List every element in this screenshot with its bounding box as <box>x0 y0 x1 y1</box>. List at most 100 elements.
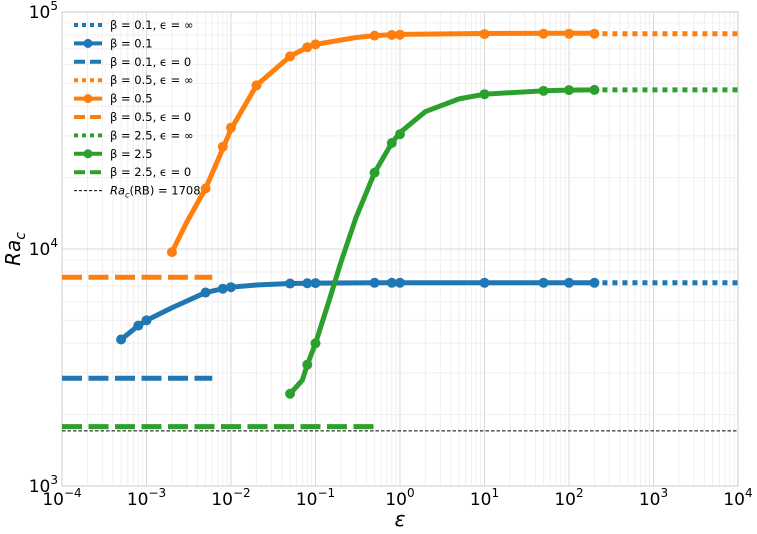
data-point <box>133 320 144 331</box>
data-point <box>369 277 380 288</box>
data-point <box>564 28 574 39</box>
legend-item-6: β = 0.5, ϵ = 0 <box>74 110 191 124</box>
data-point <box>310 39 321 50</box>
x-axis-label: ε <box>395 507 406 531</box>
data-point <box>479 277 490 288</box>
data-point <box>302 42 313 53</box>
data-point <box>369 30 380 41</box>
x-tick-label: 104 <box>723 486 752 510</box>
data-point <box>310 338 321 349</box>
data-point <box>395 277 405 288</box>
tick-base: 10 <box>639 490 661 510</box>
legend-item-3: β = 0.1, ϵ = 0 <box>74 55 191 69</box>
x-tick-label: 102 <box>554 486 583 510</box>
legend-label: β = 0.5 <box>110 92 153 106</box>
series-1 <box>62 277 738 381</box>
data-point <box>226 122 236 133</box>
y-axis-label: Rac <box>1 232 29 266</box>
legend-item-8: β = 2.5 <box>74 147 153 161</box>
series-curve <box>118 280 597 343</box>
legend-label: β = 2.5, ϵ = ∞ <box>110 128 194 142</box>
legend-label: β = 0.1 <box>110 36 153 50</box>
data-point <box>251 80 262 91</box>
legend-swatch-marker <box>83 38 93 48</box>
series-2 <box>62 28 738 280</box>
data-point <box>226 282 236 293</box>
tick-base: 10 <box>42 490 64 510</box>
x-tick-label: 10−4 <box>42 486 81 510</box>
data-point <box>564 85 574 96</box>
tick-base: 10 <box>211 490 233 510</box>
legend-item-5: β = 0.5 <box>74 92 153 106</box>
data-point <box>200 287 211 298</box>
data-point <box>386 277 397 288</box>
data-point <box>285 278 296 289</box>
tick-exponent: 4 <box>50 236 58 250</box>
data-point <box>386 138 397 149</box>
plot-frame <box>61 11 739 487</box>
legend-label: β = 0.1, ϵ = 0 <box>110 55 191 69</box>
tick-base: 10 <box>470 490 492 510</box>
tick-exponent: −2 <box>233 486 251 500</box>
tick-base: 10 <box>29 477 51 497</box>
data-point <box>479 29 490 40</box>
tick-base: 10 <box>723 490 745 510</box>
series-layer <box>62 28 738 430</box>
tick-base: 10 <box>29 240 51 260</box>
grid <box>61 12 738 487</box>
data-point <box>217 141 228 152</box>
legend-label: β = 0.5, ϵ = ∞ <box>110 73 194 87</box>
data-point <box>538 28 549 39</box>
data-point <box>217 283 228 294</box>
x-tick-label: 10−2 <box>211 486 250 510</box>
x-tick-label: 100 <box>385 486 414 510</box>
tick-base: 10 <box>296 490 318 510</box>
legend-item-1: β = 0.1, ϵ = ∞ <box>74 18 194 32</box>
data-point <box>538 277 549 288</box>
tick-exponent: 3 <box>661 486 669 500</box>
data-point <box>285 51 296 62</box>
y-tick-label: 104 <box>29 236 58 260</box>
tick-base: 10 <box>127 490 149 510</box>
data-point <box>302 359 313 370</box>
data-point <box>395 29 405 40</box>
legend-label: β = 0.5, ϵ = 0 <box>110 110 191 124</box>
tick-exponent: −1 <box>317 486 335 500</box>
tick-exponent: −4 <box>64 486 82 500</box>
x-tick-label: 10−3 <box>127 486 166 510</box>
data-point <box>285 388 296 399</box>
legend-label: β = 0.1, ϵ = ∞ <box>110 18 194 32</box>
data-point <box>166 247 177 258</box>
data-point <box>589 84 600 95</box>
legend-label-main: Ra <box>110 184 125 198</box>
data-point <box>302 278 313 289</box>
data-point <box>369 167 380 178</box>
legend-item-9: β = 2.5, ϵ = 0 <box>74 165 191 179</box>
data-point <box>589 28 600 39</box>
y-axis-label-subscript: c <box>13 232 29 240</box>
tick-exponent: 5 <box>50 0 58 13</box>
tick-base: 10 <box>554 490 576 510</box>
data-point <box>310 278 321 289</box>
legend-item-10: Rac(RB) = 1708 <box>74 184 201 200</box>
legend-swatch-marker <box>83 149 93 159</box>
legend-item-7: β = 2.5, ϵ = ∞ <box>74 128 194 142</box>
legend-label-subscript: c <box>125 191 130 200</box>
x-tick-label: 10−1 <box>296 486 335 510</box>
data-point <box>395 129 405 140</box>
y-axis-label-main: Ra <box>1 240 25 266</box>
legend-item-2: β = 0.1 <box>74 36 153 50</box>
legend-label: Rac(RB) = 1708 <box>110 184 201 200</box>
legend-swatch-marker <box>83 94 93 104</box>
legend: β = 0.1, ϵ = ∞ β = 0.1 β = 0.1, ϵ = 0 β = 0… <box>74 18 201 200</box>
data-point <box>479 89 490 100</box>
y-tick-label: 103 <box>29 473 58 497</box>
tick-exponent: 4 <box>745 486 753 500</box>
legend-label-rest: (RB) = 1708 <box>129 184 200 198</box>
data-point <box>200 183 211 194</box>
tick-exponent: 2 <box>576 486 584 500</box>
series-3 <box>62 84 738 430</box>
